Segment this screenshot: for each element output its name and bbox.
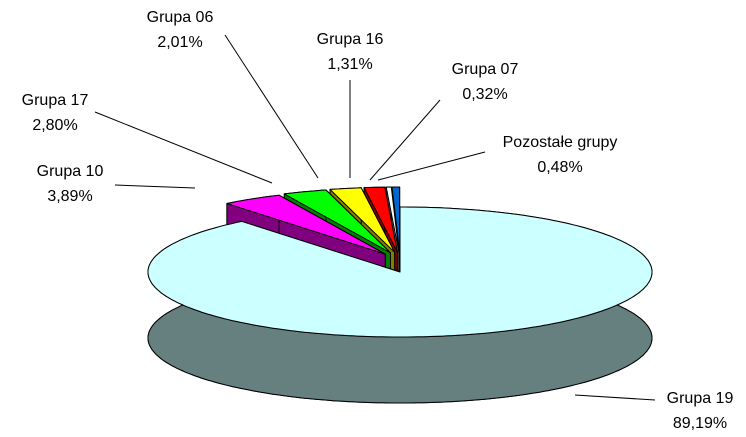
slice [363, 186, 398, 253]
slice [329, 187, 396, 253]
slice [147, 206, 653, 404]
slice-label: Grupa 19 [667, 390, 734, 407]
slice-value-label: 0,48% [537, 159, 582, 176]
slice-value-label: 0,32% [462, 86, 507, 103]
slice-label: Grupa 16 [317, 31, 384, 48]
slice [147, 206, 653, 338]
slice-label: Grupa 10 [37, 163, 104, 180]
slice-label: Pozostałe grupy [503, 134, 618, 151]
slice [226, 194, 386, 255]
slice-value-label: 89,19% [673, 415, 727, 432]
slice-value-label: 3,89% [47, 188, 92, 205]
leader-line [224, 34, 319, 179]
slice-label: Grupa 06 [147, 9, 214, 26]
slice-label: Grupa 17 [22, 92, 89, 109]
slice-value-label: 1,31% [327, 56, 372, 73]
slice-value-label: 2,80% [32, 117, 77, 134]
leader-line [369, 99, 441, 181]
slice [283, 189, 391, 254]
leader-line [574, 394, 656, 401]
leader-line [377, 151, 486, 181]
slice [385, 186, 400, 253]
leader-line [94, 111, 273, 184]
leader-line [114, 184, 196, 189]
slice-label: Grupa 07 [452, 61, 519, 78]
slice-value-label: 2,01% [157, 34, 202, 51]
